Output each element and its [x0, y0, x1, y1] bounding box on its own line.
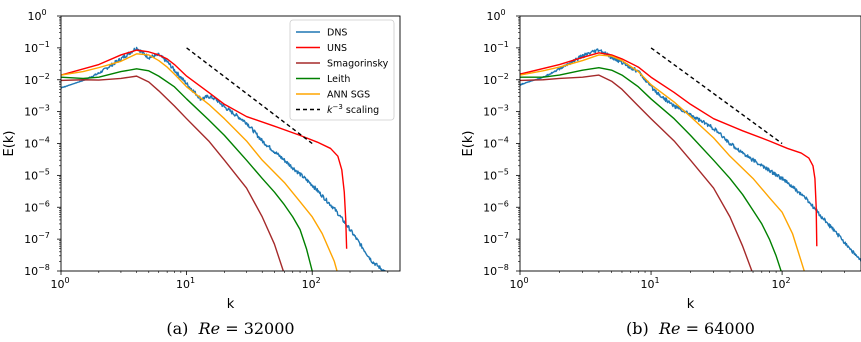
- series-line-2: [520, 74, 753, 271]
- series-line-2: [61, 75, 285, 271]
- legend-box: [289, 19, 395, 121]
- x-tick-label: 100: [509, 276, 528, 291]
- x-tick-label: 101: [641, 276, 660, 291]
- series-line-4: [520, 54, 805, 271]
- y-tick-label: 10−3: [24, 104, 50, 119]
- y-tick-label: 10−6: [24, 199, 50, 214]
- legend-entry: k−3 scaling: [327, 103, 379, 116]
- chart-b: 100 101 102 10−8 10−7 10−6 10−5 10−4 10−3 10−2 10−…: [461, 8, 861, 338]
- series-line-3: [520, 66, 782, 271]
- series-line-5: [186, 47, 313, 145]
- series-line-3: [61, 68, 313, 271]
- chart-a: 100 101 102 10−8 10−7 10−6 10−5 10−4 10−3 10−2 10−…: [2, 8, 401, 338]
- y-tick-label: 10−6: [483, 199, 509, 214]
- legend-entry: ANN SGS: [327, 90, 370, 101]
- series-group: [520, 47, 861, 271]
- legend-entry: UNS: [327, 43, 347, 54]
- series-line-1: [520, 52, 818, 247]
- y-tick-label: 10−8: [483, 263, 509, 278]
- figure-caption: (b) Re = 64000: [626, 319, 755, 338]
- y-tick-label: 100: [27, 8, 46, 23]
- legend-entry: DNS: [327, 28, 347, 39]
- y-tick-label: 10−7: [24, 231, 50, 246]
- x-tick-label: 102: [772, 276, 791, 291]
- y-tick-label: 10−2: [24, 72, 50, 87]
- y-tick-label: 10−1: [483, 40, 509, 55]
- x-tick-label: 100: [50, 276, 69, 291]
- y-tick-label: 10−3: [483, 104, 509, 119]
- y-tick-label: 10−2: [483, 72, 509, 87]
- series-line-1: [61, 49, 348, 249]
- y-tick-label: 10−5: [24, 167, 50, 182]
- series-group: [61, 46, 387, 271]
- x-axis-label: k: [227, 297, 235, 312]
- y-axis-label: E(k): [2, 131, 17, 157]
- series-line-0: [520, 48, 861, 262]
- series-line-5: [650, 47, 783, 145]
- series-line-4: [61, 53, 338, 271]
- x-tick-label: 101: [176, 276, 195, 291]
- y-tick-label: 10−5: [483, 167, 509, 182]
- x-tick-label: 102: [302, 276, 321, 291]
- x-axis-label: k: [687, 297, 695, 312]
- y-tick-label: 100: [486, 8, 505, 23]
- axes-frame: [519, 15, 861, 272]
- y-tick-label: 10−1: [24, 40, 50, 55]
- series-line-0: [61, 46, 387, 271]
- y-tick-label: 10−4: [483, 136, 509, 151]
- legend: DNS UNS Smagorinsky Leith ANN SGS k−3 scaling: [289, 19, 395, 121]
- y-tick-label: 10−4: [24, 136, 50, 151]
- legend-entry: Leith: [327, 74, 350, 85]
- y-tick-label: 10−8: [24, 263, 50, 278]
- legend-entry: Smagorinsky: [327, 59, 389, 70]
- y-tick-label: 10−7: [483, 231, 509, 246]
- y-axis-label: E(k): [461, 131, 476, 157]
- figure-caption: (a) Re = 32000: [166, 319, 294, 338]
